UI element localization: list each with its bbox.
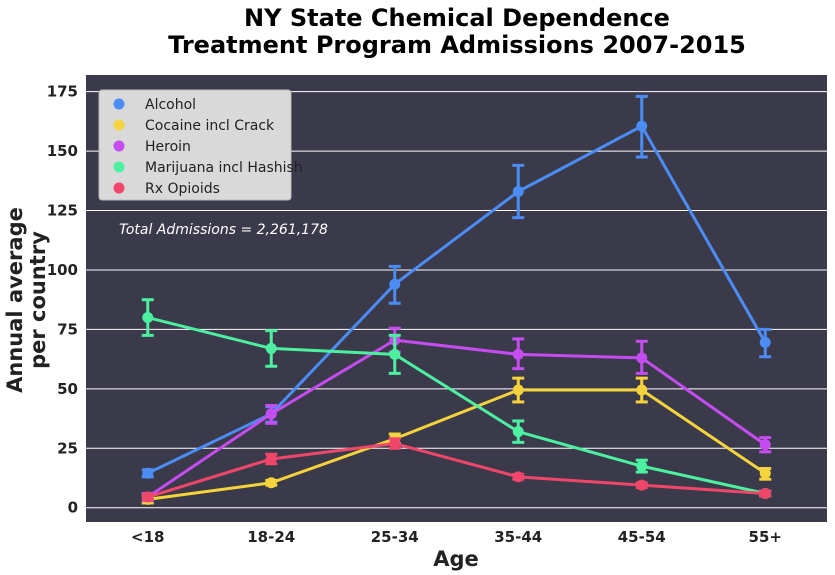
- data-point: [636, 384, 648, 396]
- data-point: [512, 426, 524, 438]
- data-point: [759, 439, 771, 451]
- y-tick-labels: 0 25 50 75 100 125 150 175: [47, 83, 78, 517]
- y-tick-label: 125: [47, 202, 78, 220]
- data-point: [759, 336, 771, 348]
- x-tick-label: 25-34: [371, 528, 419, 546]
- data-point: [512, 471, 524, 483]
- series-line: [147, 442, 766, 499]
- total-admissions-annotation: Total Admissions = 2,261,178: [119, 222, 328, 238]
- y-axis-label-line-1: Annual average: [3, 207, 27, 393]
- y-axis-label-line-2: per country: [26, 231, 50, 369]
- data-point: [636, 120, 648, 132]
- data-point: [142, 312, 154, 324]
- legend-marker: [113, 98, 125, 110]
- series-alcohol: [141, 94, 772, 479]
- y-tick-label: 150: [47, 142, 78, 160]
- legend-label: Alcohol: [145, 97, 196, 113]
- legend-label: Cocaine incl Crack: [145, 118, 275, 134]
- data-point: [636, 460, 648, 472]
- series-line: [146, 338, 767, 499]
- x-axis-label: Age: [433, 547, 479, 571]
- data-point: [759, 467, 771, 479]
- legend-marker: [113, 119, 125, 131]
- data-point: [142, 467, 154, 479]
- legend-box: [98, 89, 292, 201]
- legend-marker: [113, 182, 125, 194]
- legend-marker: [113, 140, 125, 152]
- data-point: [512, 384, 524, 396]
- series-line: [147, 316, 766, 495]
- data-point: [512, 186, 524, 198]
- data-point: [142, 491, 154, 503]
- x-tick-label: 35-44: [494, 528, 542, 546]
- x-tick-label: <18: [131, 528, 164, 546]
- x-tick-labels: <18 18-24 25-34 35-44 45-54 55+: [131, 528, 782, 546]
- data-point: [636, 352, 648, 364]
- data-point: [265, 477, 277, 489]
- series-line: [147, 388, 767, 501]
- data-point: [265, 453, 277, 465]
- data-point: [759, 487, 771, 499]
- data-point: [636, 479, 648, 491]
- y-tick-label: 100: [47, 261, 78, 279]
- y-tick-label: 175: [47, 83, 78, 101]
- series-group: [141, 94, 772, 505]
- data-point: [389, 278, 401, 290]
- legend-label: Heroin: [145, 139, 191, 155]
- data-point: [389, 438, 401, 450]
- y-tick-label: 75: [57, 320, 78, 338]
- x-tick-label: 55+: [749, 528, 782, 546]
- data-point: [265, 342, 277, 354]
- x-tick-label: 18-24: [247, 528, 295, 546]
- data-point: [389, 348, 401, 360]
- x-tick-label: 45-54: [618, 528, 666, 546]
- series-rx-opioids: [141, 437, 772, 503]
- y-tick-label: 0: [68, 499, 78, 517]
- legend-marker: [113, 161, 125, 173]
- data-point: [512, 348, 524, 360]
- series-line: [147, 124, 767, 475]
- legend-label: Rx Opioids: [145, 181, 220, 197]
- y-tick-label: 25: [57, 439, 78, 457]
- data-point: [265, 408, 277, 420]
- legend: Alcohol Cocaine incl Crack Heroin Marijuana…: [98, 89, 303, 201]
- legend-label: Marijuana incl Hashish: [145, 160, 303, 176]
- y-tick-label: 50: [57, 380, 78, 398]
- chart-title-line-1: NY State Chemical Dependence: [244, 4, 670, 32]
- chart-title-line-2: Treatment Program Admissions 2007-2015: [168, 31, 746, 59]
